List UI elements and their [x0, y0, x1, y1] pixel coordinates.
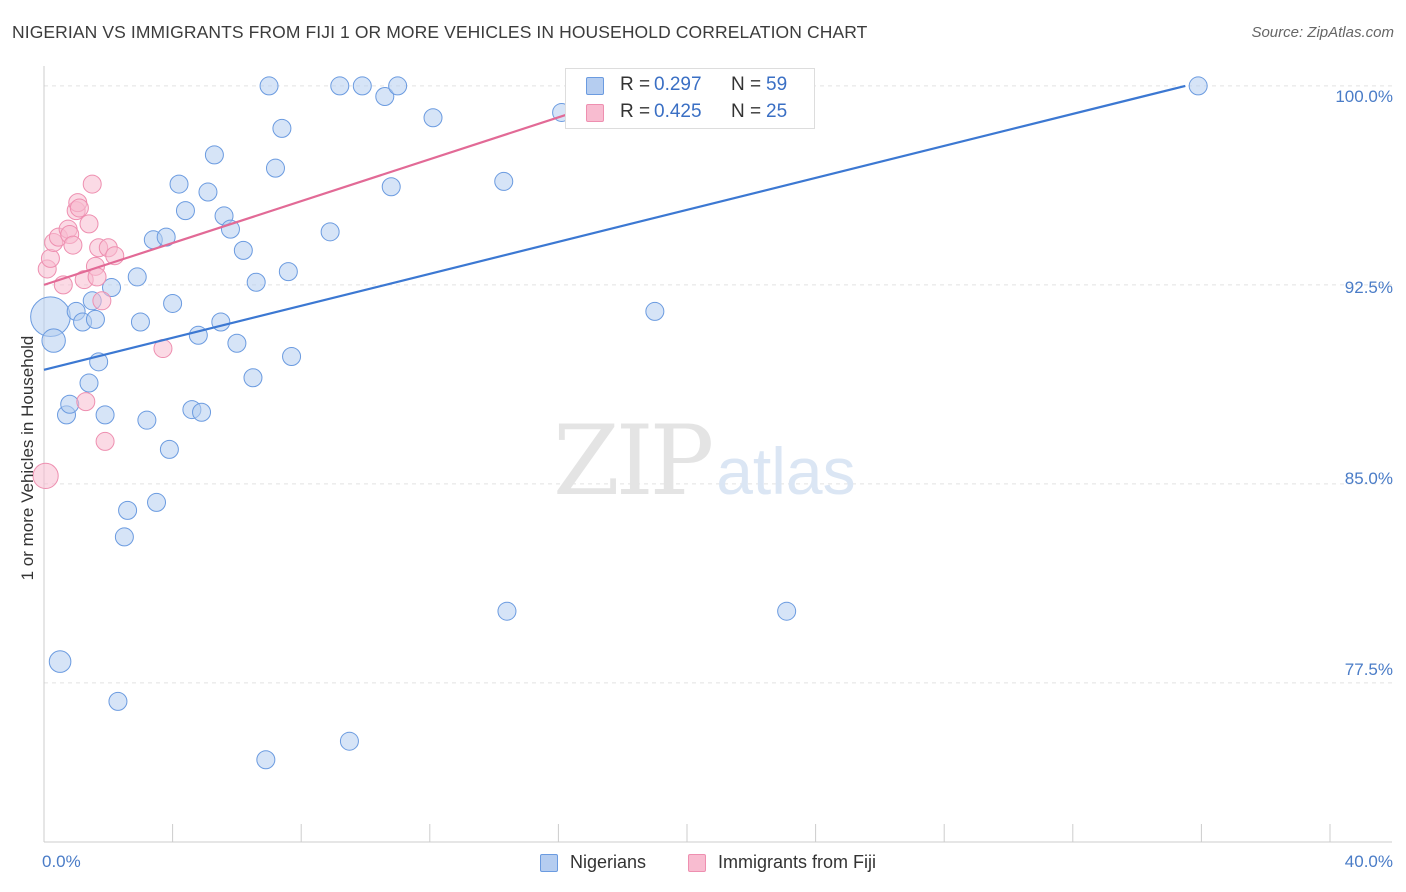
nigerian-point	[130, 312, 150, 332]
fiji-point	[69, 198, 89, 218]
n-label: N =	[731, 101, 762, 122]
fiji-point	[79, 214, 99, 234]
nigerian-point	[1188, 76, 1208, 96]
trend-lines	[43, 84, 1186, 371]
nigerian-point	[79, 373, 99, 393]
nigerian-point	[118, 500, 138, 520]
nigerian-point	[243, 368, 263, 388]
series-fiji	[32, 76, 652, 489]
fiji-trend-line	[43, 84, 656, 286]
nigerian-point	[127, 267, 147, 287]
nigerian-point	[175, 201, 195, 221]
nigerian-point	[163, 293, 183, 313]
fiji-point	[95, 431, 115, 451]
y-tick-label: 100.0%	[1335, 87, 1393, 106]
y-tick-label: 85.0%	[1344, 469, 1393, 488]
nigerian-point	[388, 76, 408, 96]
nigerian-point	[41, 328, 66, 353]
y-axis-label: 1 or more Vehicles in Household	[18, 335, 37, 581]
legend-label: Nigerians	[570, 852, 647, 872]
fiji-point	[32, 462, 59, 489]
nigerian-point	[204, 145, 224, 165]
nigerian-point	[114, 527, 134, 547]
nigerian-point	[494, 171, 514, 191]
fiji-point	[40, 248, 60, 268]
nigerians-legend-icon	[540, 854, 558, 872]
watermark-atlas: atlas	[716, 434, 856, 508]
r-label: R =	[620, 74, 651, 95]
nigerian-point	[645, 301, 665, 321]
nigerian-point	[95, 405, 115, 425]
source-label: Source: ZipAtlas.com	[1251, 24, 1394, 41]
legend-label: Immigrants from Fiji	[718, 852, 877, 872]
fiji-point	[92, 291, 112, 311]
nigerian-point	[192, 402, 212, 422]
r-label: R =	[620, 101, 651, 122]
nigerian-point	[497, 601, 517, 621]
nigerian-point	[272, 118, 292, 138]
nigerian-point	[137, 410, 157, 430]
nigerian-point	[352, 76, 372, 96]
r-value: 0.297	[654, 74, 702, 95]
watermark: ZIPatlas	[553, 405, 856, 517]
nigerian-point	[246, 272, 266, 292]
fiji-legend-icon	[688, 854, 706, 872]
fiji-swatch-icon	[586, 104, 604, 122]
nigerian-point	[330, 76, 350, 96]
nigerian-point	[60, 394, 80, 414]
nigerian-point	[147, 492, 167, 512]
n-value: 59	[766, 74, 788, 95]
nigerian-point	[320, 222, 340, 242]
nigerian-point	[233, 240, 253, 260]
nigerian-point	[256, 750, 276, 770]
watermark-zip: ZIP	[553, 405, 714, 517]
nigerian-point	[282, 347, 302, 367]
fiji-point	[82, 174, 102, 194]
nigerian-point	[777, 601, 797, 621]
fiji-point	[63, 235, 83, 255]
nigerian-point	[48, 650, 72, 673]
nigerian-point	[159, 439, 179, 459]
x-tick-label-min: 0.0%	[42, 852, 81, 871]
r-value: 0.425	[654, 101, 702, 122]
nigerian-point	[278, 262, 298, 282]
x-tick-label-max: 40.0%	[1344, 852, 1393, 871]
fiji-point	[76, 392, 96, 412]
nigerian-point	[169, 174, 189, 194]
nigerians-swatch-icon	[586, 77, 604, 95]
nigerian-point	[102, 278, 122, 298]
nigerian-point	[375, 87, 395, 107]
nigerian-point	[339, 731, 359, 751]
y-tick-label: 92.5%	[1344, 278, 1393, 297]
axes	[43, 66, 1392, 843]
nigerian-point	[227, 333, 247, 353]
nigerians-trend-line	[43, 84, 1186, 371]
nigerian-point	[108, 691, 128, 711]
stats-box: R = 0.297 N = 59 R = 0.425 N = 25	[565, 68, 815, 129]
n-label: N =	[731, 74, 762, 95]
nigerian-point	[198, 182, 218, 202]
nigerian-point	[265, 158, 285, 178]
nigerian-point	[423, 108, 443, 128]
nigerian-point	[381, 177, 401, 197]
nigerian-point	[85, 309, 105, 329]
chart-title: NIGERIAN VS IMMIGRANTS FROM FIJI 1 OR MO…	[12, 22, 868, 42]
y-tick-label: 77.5%	[1344, 660, 1393, 679]
n-value: 25	[766, 101, 788, 122]
nigerian-point	[259, 76, 279, 96]
